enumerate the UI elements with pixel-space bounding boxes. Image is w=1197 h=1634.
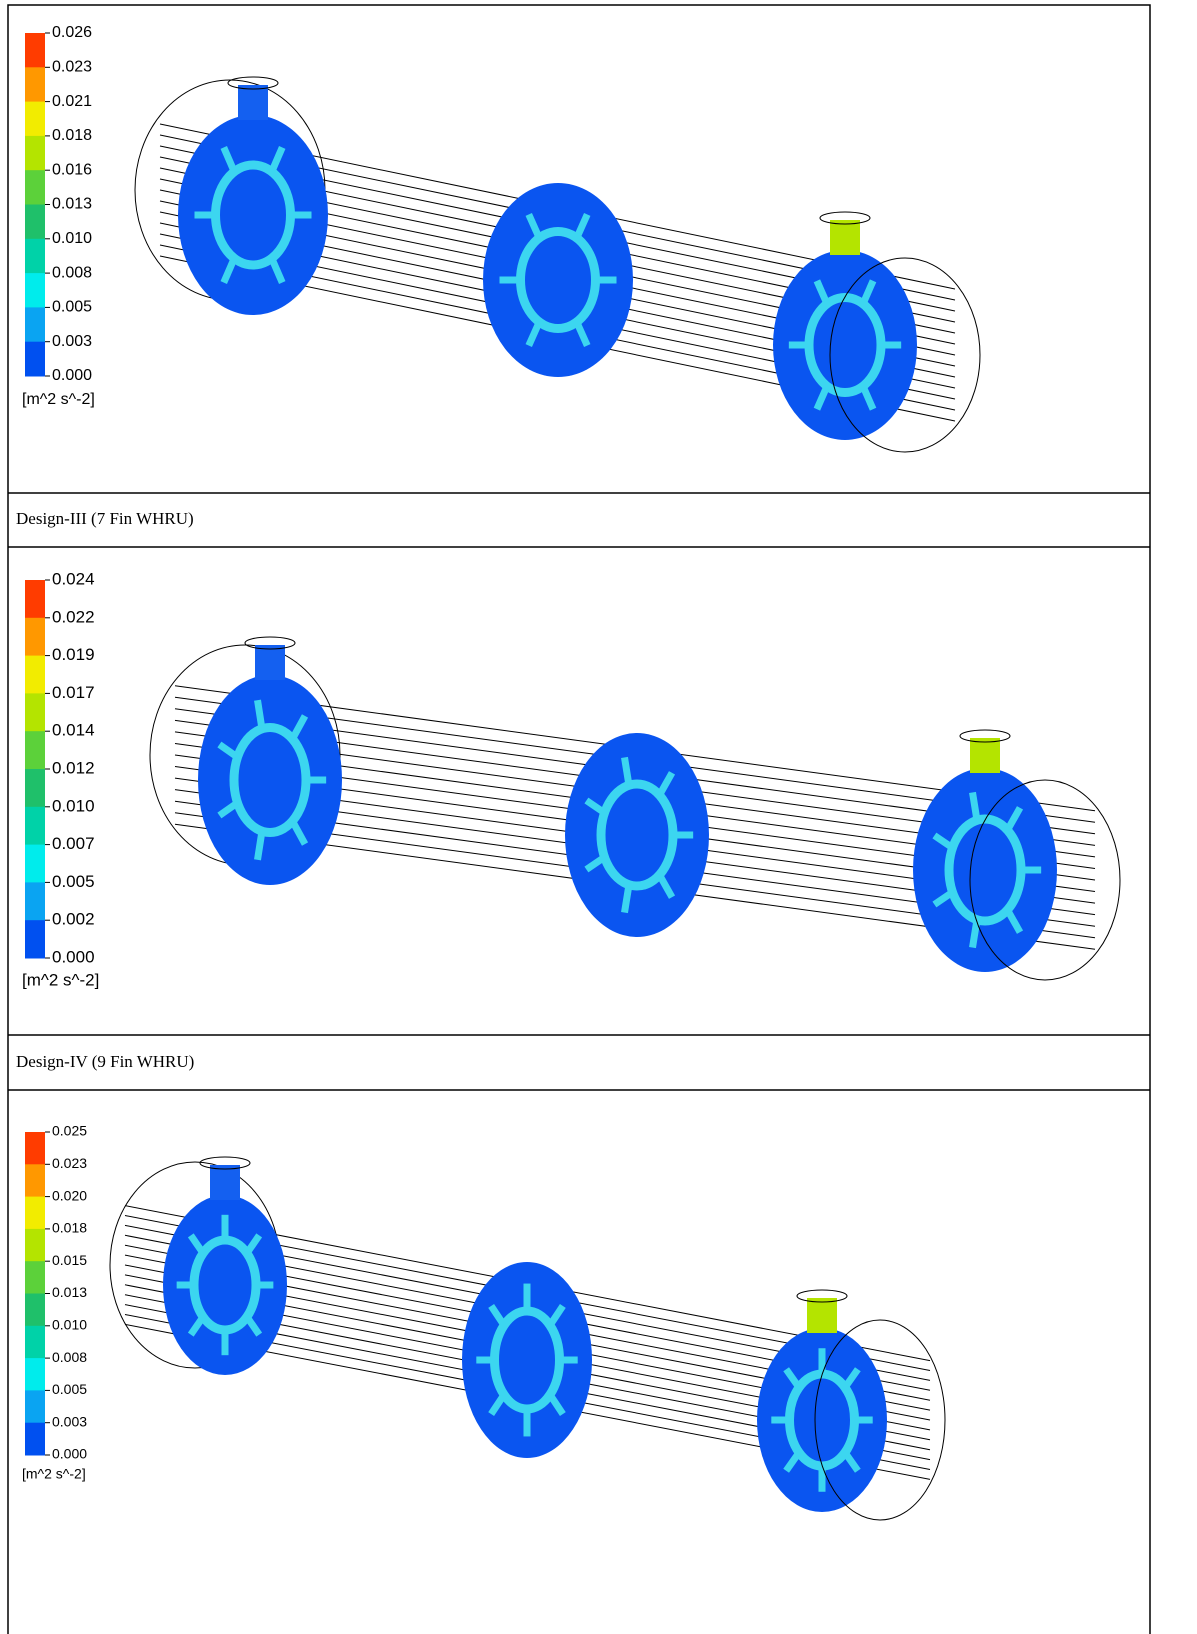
colorbar-band [25, 136, 45, 171]
panel: 0.025 0.023 0.020 0.018 0.015 0.013 0.010 0.008… [22, 1123, 945, 1520]
colorbar-label: 0.017 [52, 683, 95, 702]
colorbar-band [25, 1164, 45, 1197]
colorbar-label: 0.020 [52, 1187, 87, 1203]
colorbar-label: 0.010 [52, 796, 95, 815]
colorbar-band [25, 67, 45, 102]
colorbar-label: 0.003 [52, 1413, 87, 1429]
colorbar-label: 0.005 [52, 872, 95, 891]
fin [973, 792, 977, 820]
colorbar-unit: [m^2 s^-2] [22, 1466, 86, 1482]
colorbar-label: 0.012 [52, 758, 95, 777]
fin [625, 757, 629, 785]
colorbar-label: 0.013 [52, 196, 92, 213]
nozzle [238, 85, 268, 120]
colorbar-label: 0.018 [52, 127, 92, 144]
colorbar-band [25, 1229, 45, 1262]
colorbar-band [25, 1358, 45, 1391]
figure-page: Design-III (7 Fin WHRU) Design-IV (9 Fin… [0, 0, 1197, 1634]
fin [625, 885, 629, 913]
colorbar-label: 0.013 [52, 1284, 87, 1300]
colorbar-band [25, 1132, 45, 1165]
colorbar-unit: [m^2 s^-2] [22, 391, 95, 408]
colorbar-band [25, 693, 45, 731]
colorbar-band [25, 102, 45, 137]
colorbar-label: 0.015 [52, 1252, 87, 1268]
colorbar-band [25, 273, 45, 308]
colorbar-label: 0.010 [52, 230, 92, 247]
colorbar-band [25, 1261, 45, 1294]
colorbar-label: 0.008 [52, 264, 92, 281]
colorbar-label: 0.003 [52, 333, 92, 350]
colorbar-band [25, 580, 45, 618]
panel: 0.024 0.022 0.019 0.017 0.014 0.012 0.010 0.007… [22, 569, 1120, 989]
panel: 0.026 0.023 0.021 0.018 0.016 0.013 0.010 0.008… [22, 24, 980, 452]
colorbar-band [25, 1390, 45, 1423]
colorbar-band [25, 33, 45, 68]
colorbar-band [25, 205, 45, 240]
colorbar-label: 0.014 [52, 721, 95, 740]
colorbar-unit: [m^2 s^-2] [22, 970, 99, 989]
colorbar-band [25, 1423, 45, 1456]
colorbar-band [25, 170, 45, 205]
colorbar-label: 0.021 [52, 93, 92, 110]
colorbar-label: 0.005 [52, 299, 92, 316]
colorbar-band [25, 656, 45, 694]
fin [258, 700, 262, 729]
colorbar-label: 0.016 [52, 161, 92, 178]
colorbar-label: 0.010 [52, 1317, 87, 1333]
nozzle [830, 220, 860, 255]
nozzle [210, 1165, 240, 1200]
colorbar-label: 0.000 [52, 1446, 87, 1462]
colorbar-band [25, 731, 45, 769]
colorbar-band [25, 769, 45, 807]
caption: Design-III (7 Fin WHRU) [16, 509, 194, 528]
colorbar-band [25, 882, 45, 920]
colorbar-label: 0.022 [52, 607, 95, 626]
colorbar-label: 0.008 [52, 1349, 87, 1365]
colorbar-band [25, 239, 45, 274]
colorbar-label: 0.025 [52, 1123, 87, 1139]
colorbar-band [25, 845, 45, 883]
colorbar-label: 0.000 [52, 947, 95, 966]
colorbar-label: 0.018 [52, 1220, 87, 1236]
colorbar-band [25, 342, 45, 377]
colorbar-band [25, 618, 45, 656]
colorbar-band [25, 1197, 45, 1230]
colorbar-label: 0.023 [52, 1155, 87, 1171]
nozzle [970, 738, 1000, 773]
colorbar-label: 0.024 [52, 569, 95, 588]
fin [973, 920, 977, 948]
nozzle [807, 1298, 837, 1333]
colorbar-label: 0.000 [52, 367, 92, 384]
colorbar-band [25, 920, 45, 958]
fin [258, 831, 262, 860]
colorbar-band [25, 807, 45, 845]
colorbar-label: 0.026 [52, 24, 92, 41]
colorbar-label: 0.007 [52, 834, 95, 853]
colorbar-band [25, 1294, 45, 1327]
caption: Design-IV (9 Fin WHRU) [16, 1052, 194, 1071]
colorbar-label: 0.019 [52, 645, 95, 664]
colorbar-label: 0.005 [52, 1381, 87, 1397]
colorbar-label: 0.023 [52, 59, 92, 76]
colorbar-label: 0.002 [52, 910, 95, 929]
nozzle [255, 645, 285, 680]
colorbar-band [25, 1326, 45, 1359]
colorbar-band [25, 307, 45, 342]
